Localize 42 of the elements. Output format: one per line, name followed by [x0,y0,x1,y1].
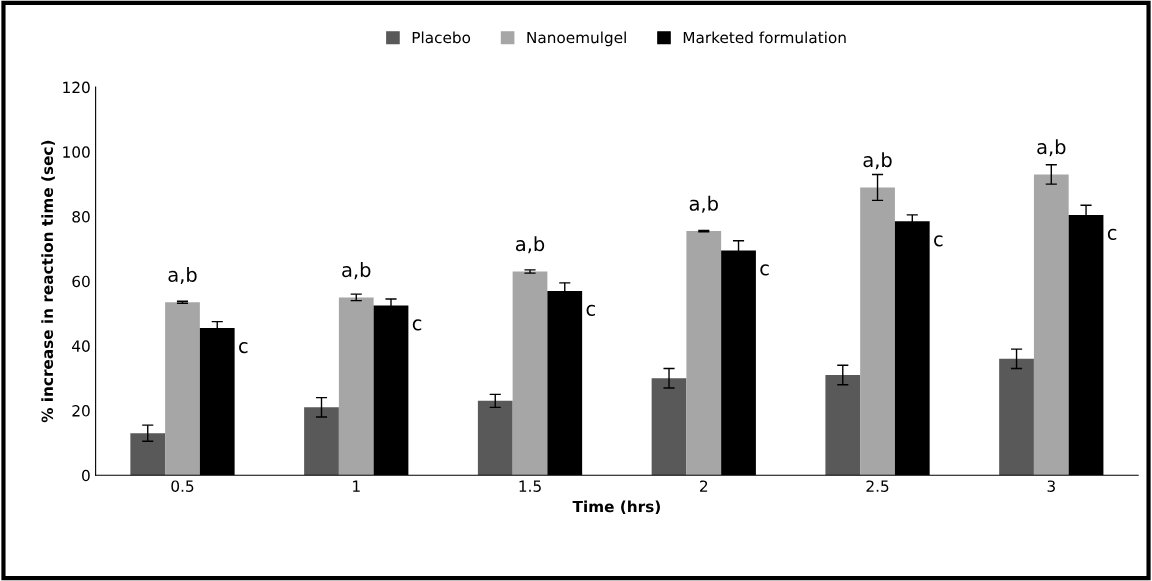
annotation: c [586,304,595,316]
y-tick-label: 0 [82,469,90,482]
bar [1033,174,1069,476]
annotation: a,b [863,152,892,170]
bar [304,407,339,476]
annotation: c [239,341,248,354]
bar [651,378,687,476]
x-tick-label: 1 [353,480,360,492]
x-tick-label: 3 [1047,480,1055,492]
y-tick-label: 60 [72,275,90,288]
y-tick-label: 40 [72,340,90,352]
annotation: c [1107,228,1117,240]
annotation: a,b [168,266,197,284]
x-axis-title: Time (hrs) [572,500,660,515]
annotation: c [412,319,422,331]
annotation: a,b [689,195,718,213]
bar [999,358,1034,476]
y-tick-label: 120 [63,81,90,94]
annotation: a,b [1037,139,1066,157]
y-tick-label: 100 [63,146,90,158]
y-tick-label: 80 [72,210,90,223]
bar [130,433,166,476]
bar [512,271,548,476]
annotation: c [934,235,943,247]
annotation: a,b [342,262,371,280]
legend-label: Marketed formulation [683,31,846,44]
y-tick-label: 20 [72,405,90,417]
legend-label: Nanoemulgel [527,31,626,47]
bar [338,297,374,476]
bar [477,400,513,476]
bar [686,231,722,476]
x-tick-label: 2 [700,480,708,492]
annotation: a,b [515,236,545,254]
bar [825,375,861,476]
x-tick-label: 1.5 [519,480,541,492]
x-tick-label: 0.5 [171,480,194,492]
x-tick-label: 2.5 [866,480,889,492]
annotation: c [760,264,769,276]
bar [860,187,895,476]
legend-label: Placebo [412,31,471,44]
y-axis-title: % increase in reaction time (sec) [41,140,55,423]
bar [165,302,200,476]
